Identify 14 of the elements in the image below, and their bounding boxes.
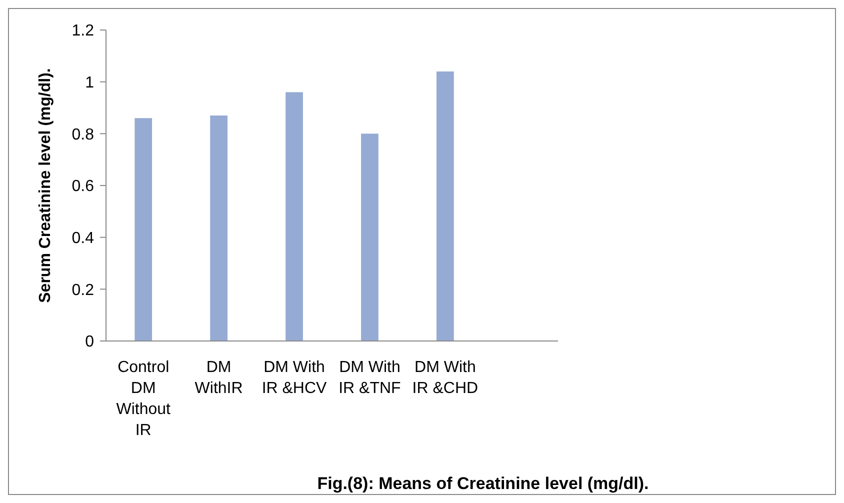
x-tick-label: Control DM Without IR: [116, 359, 172, 439]
y-tick-label: 0.6: [72, 178, 94, 196]
x-tick-label: DM With IR &HCV: [262, 359, 328, 397]
x-tick-label: DM With IR &TNF: [338, 359, 402, 397]
y-tick-label: 0: [85, 334, 94, 351]
y-axis-title: Serum Creatinine level (mg/dl).: [37, 68, 54, 303]
text: Fig.(8): Means of Creatinine level (mg/dl).: [317, 474, 649, 493]
x-tick-label: DM With IR &CHD: [412, 359, 478, 397]
y-tick-label: 1.2: [72, 22, 94, 40]
y-tick-label: 1: [85, 74, 94, 92]
y-tick-label: 0.8: [72, 126, 94, 144]
y-tick-label: 0.4: [72, 230, 94, 247]
x-tick-label: DM WithIR: [194, 359, 243, 397]
y-tick-label: 0.2: [72, 282, 94, 299]
